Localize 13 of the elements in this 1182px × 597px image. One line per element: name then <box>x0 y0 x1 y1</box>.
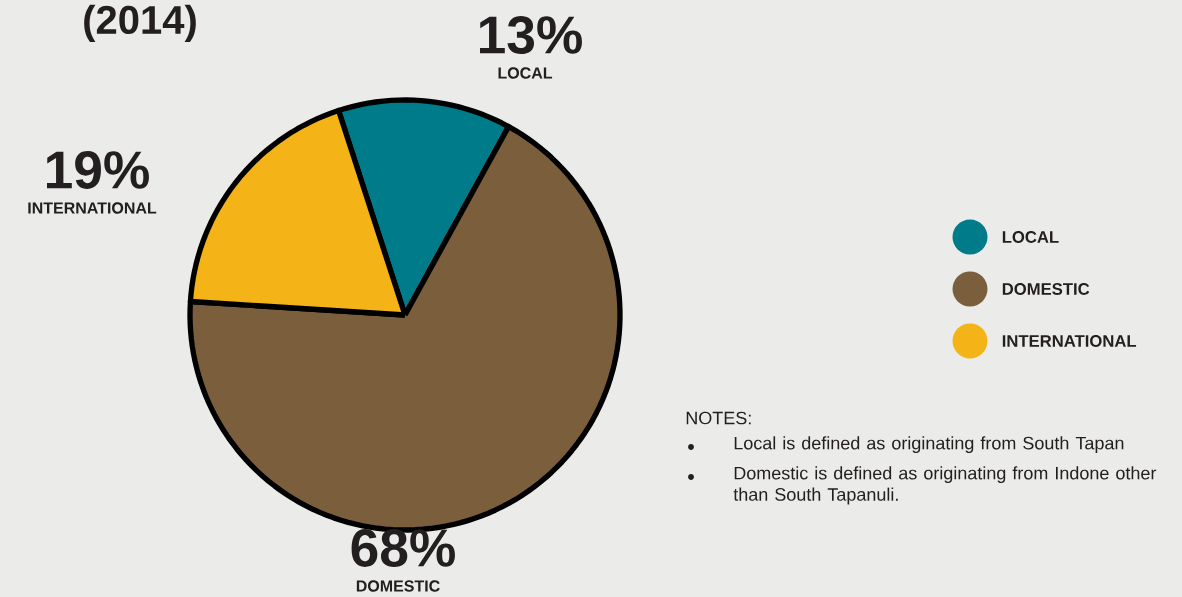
legend-label: LOCAL <box>1002 231 1059 243</box>
legend-label: DOMESTIC <box>1002 283 1090 295</box>
chart-title: (2014) <box>84 4 196 42</box>
slice-label: LOCAL <box>498 67 553 79</box>
slice-label: DOMESTIC <box>356 580 440 592</box>
data-label: 13% <box>480 16 582 54</box>
text: Domestic is defined as originating from Indone other than South Tapanuli. <box>733 466 1157 505</box>
legend-label: INTERNATIONAL <box>1002 335 1137 347</box>
text: Local is defined as originating from South Tapan <box>734 436 1124 454</box>
data-label: 68% <box>351 529 455 567</box>
slice-label: INTERNATIONAL <box>28 202 157 214</box>
text: NOTES: <box>686 411 751 425</box>
data-label: 19% <box>47 151 149 189</box>
